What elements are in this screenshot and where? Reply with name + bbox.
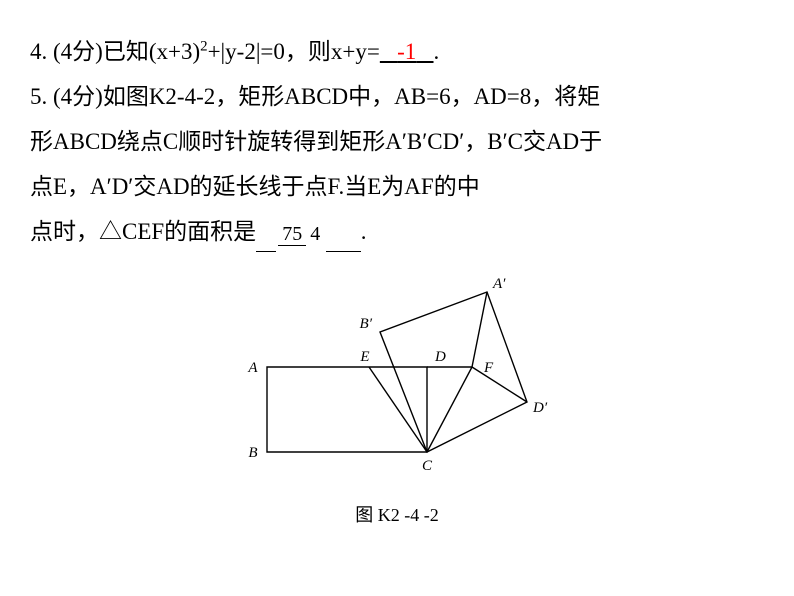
q4-exponent: 2 — [200, 38, 207, 54]
svg-text:B′: B′ — [360, 316, 373, 332]
q5-line2: 形ABCD绕点C顺时针旋转得到矩形A′B′CD′，B′C交AD于 — [30, 122, 764, 161]
q4-answer: -1 — [397, 39, 416, 64]
svg-text:E: E — [359, 349, 369, 365]
q5-blank — [326, 212, 361, 252]
q5-line1: 5. (4分)如图K2-4-2，矩形ABCD中，AB=6，AD=8，将矩 — [30, 77, 764, 116]
q5-fraction: 754 — [278, 224, 324, 245]
figure-caption: 图 K2 -4 -2 — [237, 501, 557, 527]
svg-text:A′: A′ — [492, 276, 506, 292]
q5-frac-den: 4 — [306, 223, 324, 245]
figure-container: A B C D E F B′ A′ D′ 图 K2 -4 -2 — [0, 262, 794, 527]
q4-prefix: 4. (4分)已知(x+3) — [30, 39, 200, 64]
svg-text:C: C — [422, 458, 433, 474]
q4-suffix: . — [434, 39, 440, 64]
figure-svg: A B C D E F B′ A′ D′ — [237, 262, 557, 492]
svg-text:A: A — [247, 360, 258, 376]
q5-frac-num: 75 — [278, 223, 306, 246]
svg-text:D′: D′ — [532, 400, 548, 416]
q5-l4a: 点时，△CEF的面积是 — [30, 219, 256, 244]
question-4: 4. (4分)已知(x+3)2+|y-2|=0，则x+y= -1 . — [30, 32, 764, 71]
q5-line3: 点E，A′D′交AD的延长线于点F.当E为AF的中 — [30, 167, 764, 206]
svg-text:B: B — [248, 445, 257, 461]
svg-text:F: F — [483, 360, 494, 376]
q5-l4b: . — [361, 219, 367, 244]
q4-blank: -1 — [380, 39, 434, 64]
svg-text:D: D — [434, 349, 446, 365]
q4-mid: +|y-2|=0，则x+y= — [208, 39, 380, 64]
q5-line4: 点时，△CEF的面积是 754 . — [30, 212, 764, 252]
